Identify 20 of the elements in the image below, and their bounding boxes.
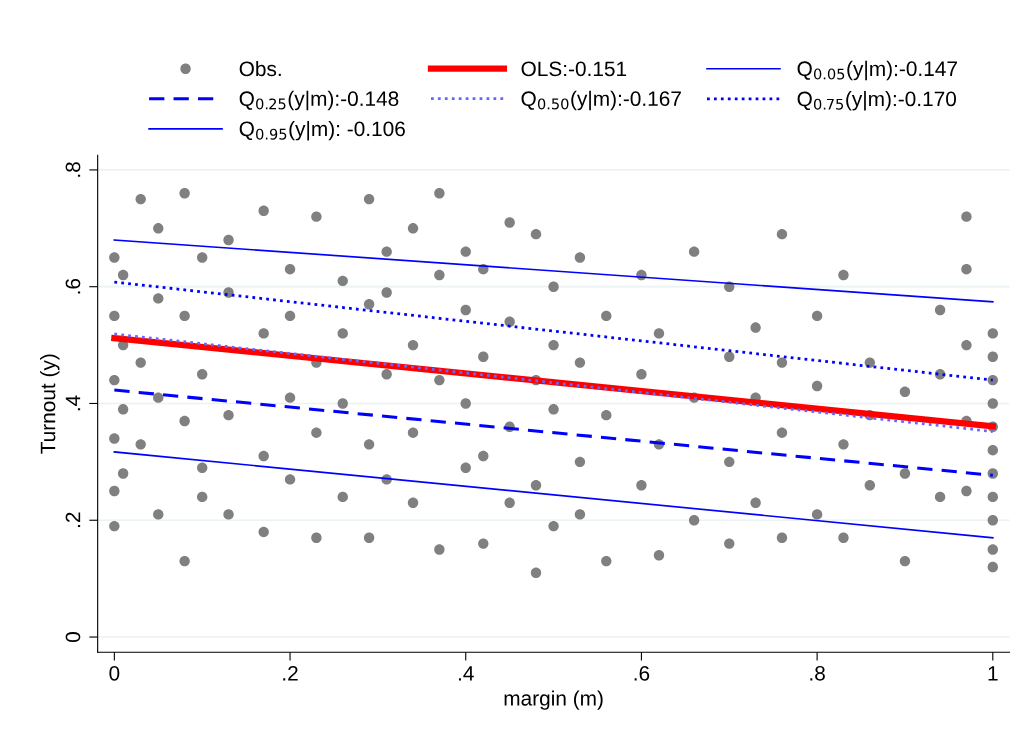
x-tick-label: 0 xyxy=(109,665,120,681)
y-tick-label: .8 xyxy=(65,162,81,177)
x-tick-label: .2 xyxy=(283,665,298,681)
x-tick-label: .4 xyxy=(458,666,474,681)
y-tick-label: .6 xyxy=(65,278,81,294)
legend-label: Q$_{0.50}$(y|m):-0.167 xyxy=(521,90,681,111)
y-tick-label: .4 xyxy=(65,395,81,411)
x-tick-label: .6 xyxy=(634,665,650,681)
legend-label: Q$_{0.75}$(y|m):-0.170 xyxy=(797,91,957,111)
x-tick-label: .8 xyxy=(810,665,825,681)
x-tick-label: 1 xyxy=(988,666,998,681)
y-tick-label: .2 xyxy=(65,512,81,528)
legend-label: Q$_{0.05}$(y|m):-0.147 xyxy=(797,60,957,81)
legend-label: OLS:-0.151 xyxy=(521,61,627,77)
legend-label: Q$_{0.95}$(y|m): -0.106 xyxy=(239,120,405,141)
x-axis-title: margin (m) xyxy=(504,690,603,710)
legend-label: Q$_{0.25}$(y|m):-0.148 xyxy=(239,90,399,111)
y-tick-label: 0 xyxy=(65,632,81,643)
legend-label: Obs. xyxy=(239,60,281,77)
y-axis-title: Turnout (y) xyxy=(40,354,60,454)
